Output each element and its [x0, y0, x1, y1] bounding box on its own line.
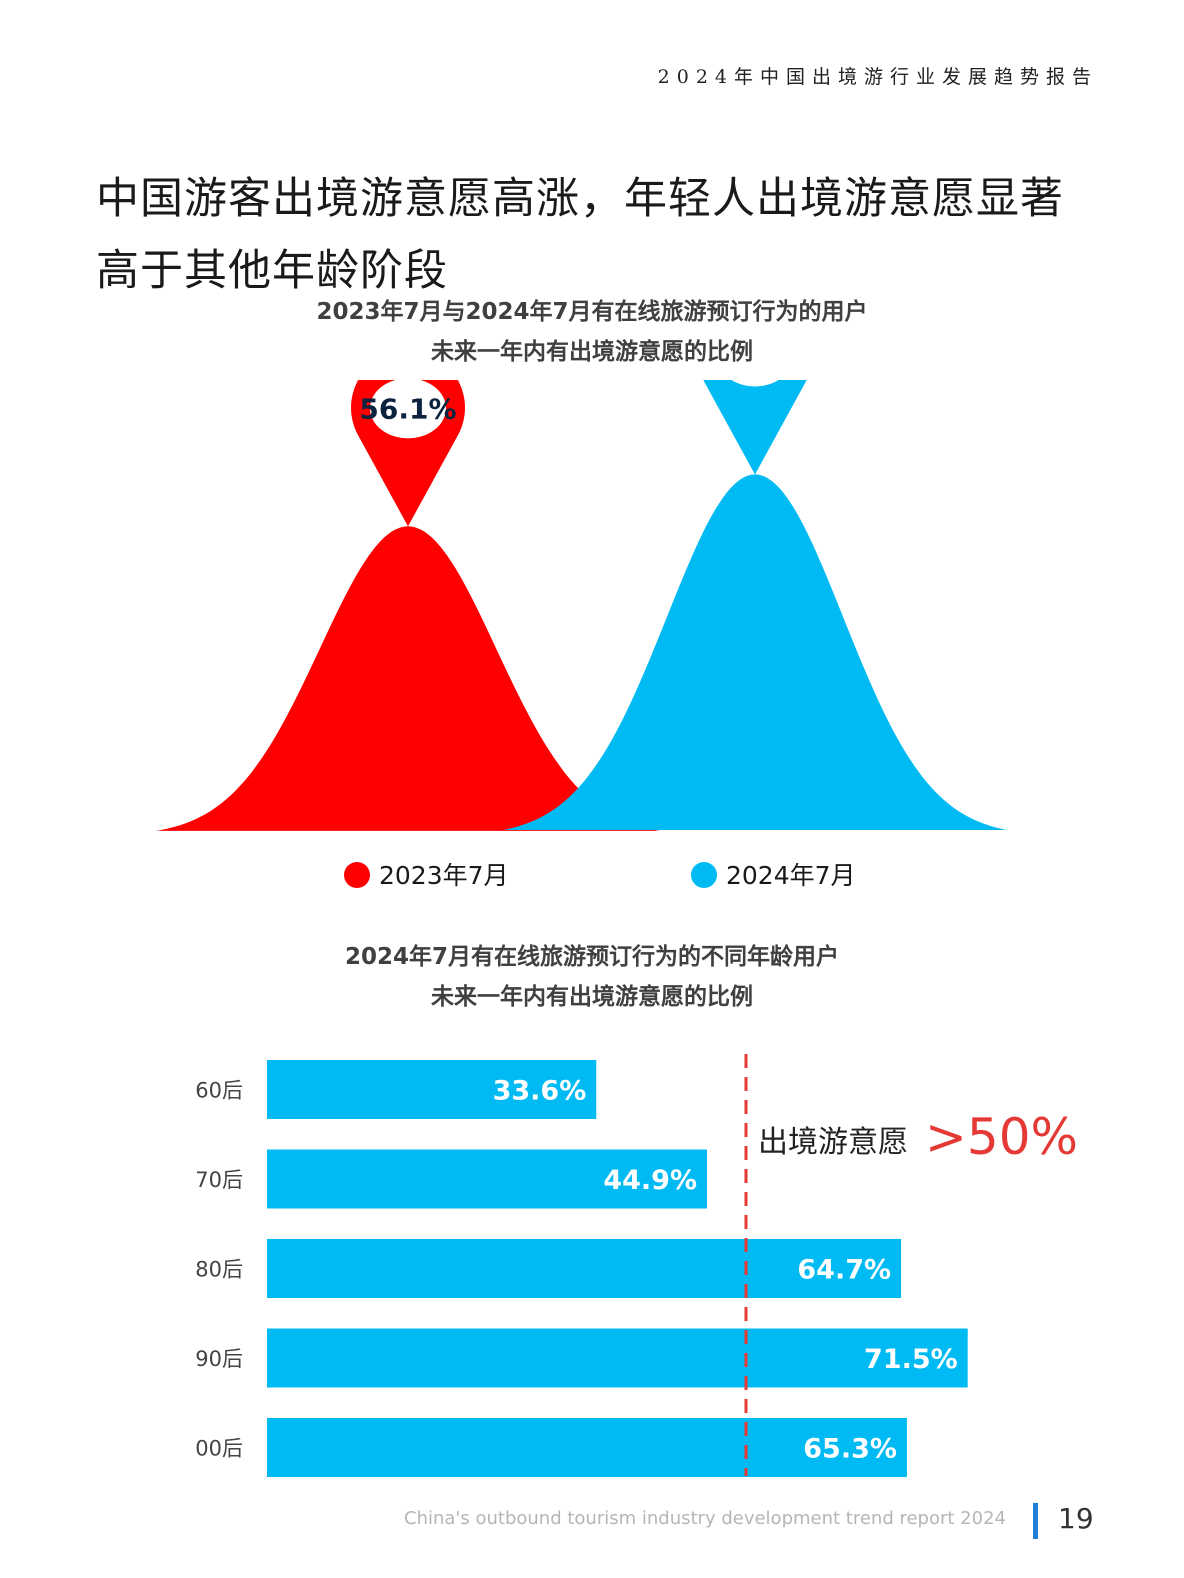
- bar-value-label-4: 71.5%: [864, 1344, 958, 1375]
- page-headline: 中国游客出境游意愿高涨，年轻人出境游意愿显著高于其他年龄阶段: [96, 173, 1064, 296]
- page-number: 19: [1058, 1502, 1094, 1535]
- pin-value-label-1: 56.1%: [359, 392, 456, 425]
- legend-dot-2: [691, 862, 717, 888]
- category-label-4: 90后: [195, 1347, 243, 1371]
- bar-3: [267, 1239, 902, 1298]
- bar-value-label-1: 33.6%: [493, 1076, 587, 1107]
- category-label-2: 70后: [195, 1168, 243, 1192]
- footer-accent-bar: [1033, 1503, 1038, 1539]
- bell-curve-1: [156, 526, 660, 831]
- threshold-annotation: 出境游意愿: [758, 1125, 908, 1160]
- legend-label-2: 2024年7月: [726, 861, 856, 890]
- category-label-1: 60后: [195, 1079, 243, 1103]
- chart1-title-line-1: 2023年7月与2024年7月有在线旅游预订行为的用户: [316, 299, 868, 325]
- chart1-bell-curves: 56.1% 65.5% 2023年7月 2024年7月: [156, 380, 1007, 890]
- value-pin-1: 56.1%: [351, 380, 465, 527]
- bar-row-4: 90后 71.5%: [195, 1328, 968, 1388]
- report-header-title: 2024年中国出境游行业发展趋势报告: [657, 66, 1098, 88]
- pin-hole-2: [731, 380, 779, 387]
- chart2-age-bar-chart: 60后 33.6% 70后 44.9% 80后 64.7% 90后 71.5% 00后 65.3%…: [195, 1054, 1078, 1477]
- bar-row-3: 80后 64.7%: [195, 1239, 902, 1298]
- value-pin-2: 65.5%: [703, 380, 807, 475]
- chart2-title: 2024年7月有在线旅游预订行为的不同年龄用户 未来一年内有出境游意愿的比例: [0, 937, 1184, 1017]
- page-footer: China's outbound tourism industry develo…: [0, 1500, 1184, 1540]
- pin-marker-2: [703, 380, 807, 475]
- legend-label-1: 2023年7月: [379, 861, 509, 890]
- chart2-title-line-1: 2024年7月有在线旅游预订行为的不同年龄用户: [344, 944, 840, 970]
- bar-1: [267, 1060, 597, 1119]
- chart2-title-line-2: 未来一年内有出境游意愿的比例: [431, 984, 753, 1010]
- legend-item-2: 2024年7月: [691, 861, 856, 890]
- bar-value-label-5: 65.3%: [803, 1434, 897, 1465]
- threshold-annotation-value: >50%: [925, 1108, 1078, 1166]
- bar-row-2: 70后 44.9%: [195, 1149, 708, 1209]
- footer-report-name: China's outbound tourism industry develo…: [404, 1508, 1006, 1529]
- chart1-title-line-2: 未来一年内有出境游意愿的比例: [431, 339, 753, 365]
- legend-dot-1: [344, 862, 370, 888]
- chart1-title: 2023年7月与2024年7月有在线旅游预订行为的用户 未来一年内有出境游意愿的…: [0, 292, 1184, 372]
- pin-hole-1: [370, 380, 446, 439]
- bar-row-5: 00后 65.3%: [195, 1418, 907, 1477]
- bell-curve-2: [503, 474, 1007, 830]
- bar-row-1: 60后 33.6%: [195, 1060, 597, 1119]
- bar-5: [267, 1418, 907, 1477]
- bar-value-label-2: 44.9%: [603, 1165, 697, 1196]
- bar-4: [267, 1328, 968, 1388]
- category-label-3: 80后: [195, 1258, 243, 1282]
- legend-item-1: 2023年7月: [344, 861, 509, 890]
- bar-2: [267, 1149, 708, 1209]
- category-label-5: 00后: [195, 1437, 243, 1461]
- bar-value-label-3: 64.7%: [797, 1255, 891, 1286]
